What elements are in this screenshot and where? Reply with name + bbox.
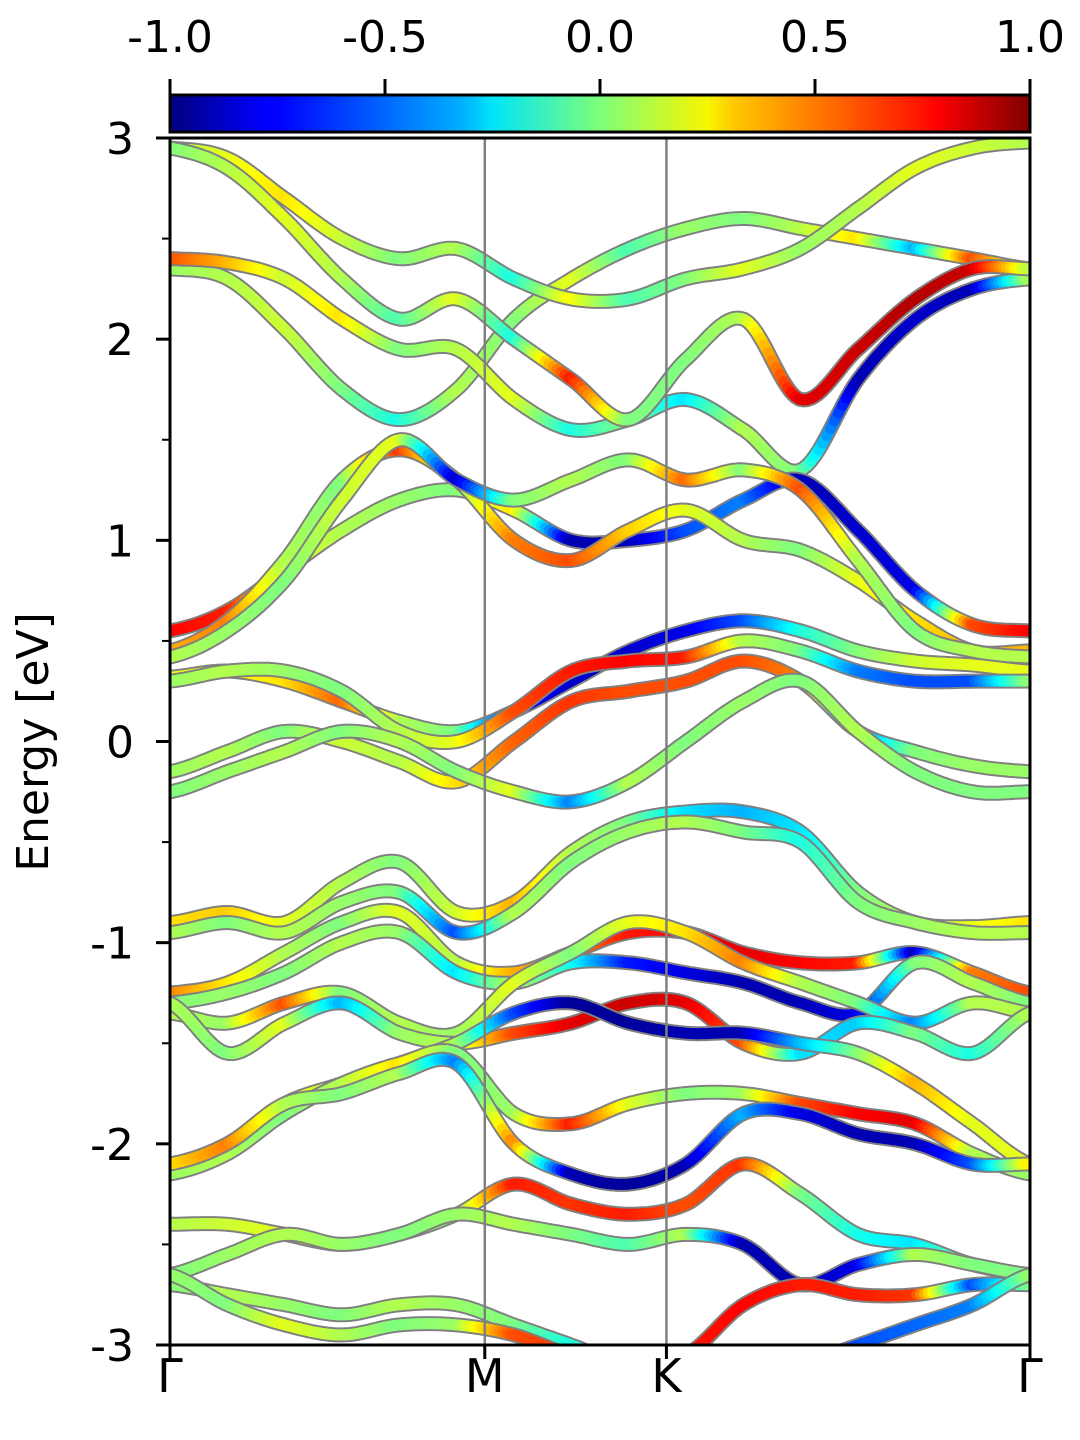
colorbar-tick-label: 1.0 — [995, 12, 1065, 63]
band — [170, 802, 1030, 935]
band — [170, 914, 1030, 1043]
band — [170, 432, 1030, 665]
colorbar: -1.0 -0.5 0.0 0.5 1.0 — [127, 12, 1065, 134]
band — [170, 251, 1030, 479]
band-outline — [170, 138, 1030, 309]
colorbar-tick-label: 0.5 — [780, 12, 850, 63]
band-outline — [170, 1206, 1030, 1293]
colorbar-ticks: -1.0 -0.5 0.0 0.5 1.0 — [127, 12, 1065, 95]
colorbar-tick-label: 0.0 — [565, 12, 635, 63]
band — [170, 1051, 1030, 1192]
band — [170, 1206, 1030, 1293]
band — [170, 672, 1030, 810]
band — [170, 1043, 1030, 1182]
colorbar-gradient — [168, 93, 1032, 134]
band — [170, 140, 1030, 428]
colorbar-tick-label: -0.5 — [342, 12, 428, 63]
colorbar-tick-label: -1.0 — [127, 12, 213, 63]
band — [170, 633, 1030, 750]
band — [170, 138, 1030, 309]
band — [170, 211, 1030, 428]
band — [170, 1276, 1030, 1345]
band — [170, 814, 1030, 941]
bands-layer — [170, 138, 1030, 1345]
